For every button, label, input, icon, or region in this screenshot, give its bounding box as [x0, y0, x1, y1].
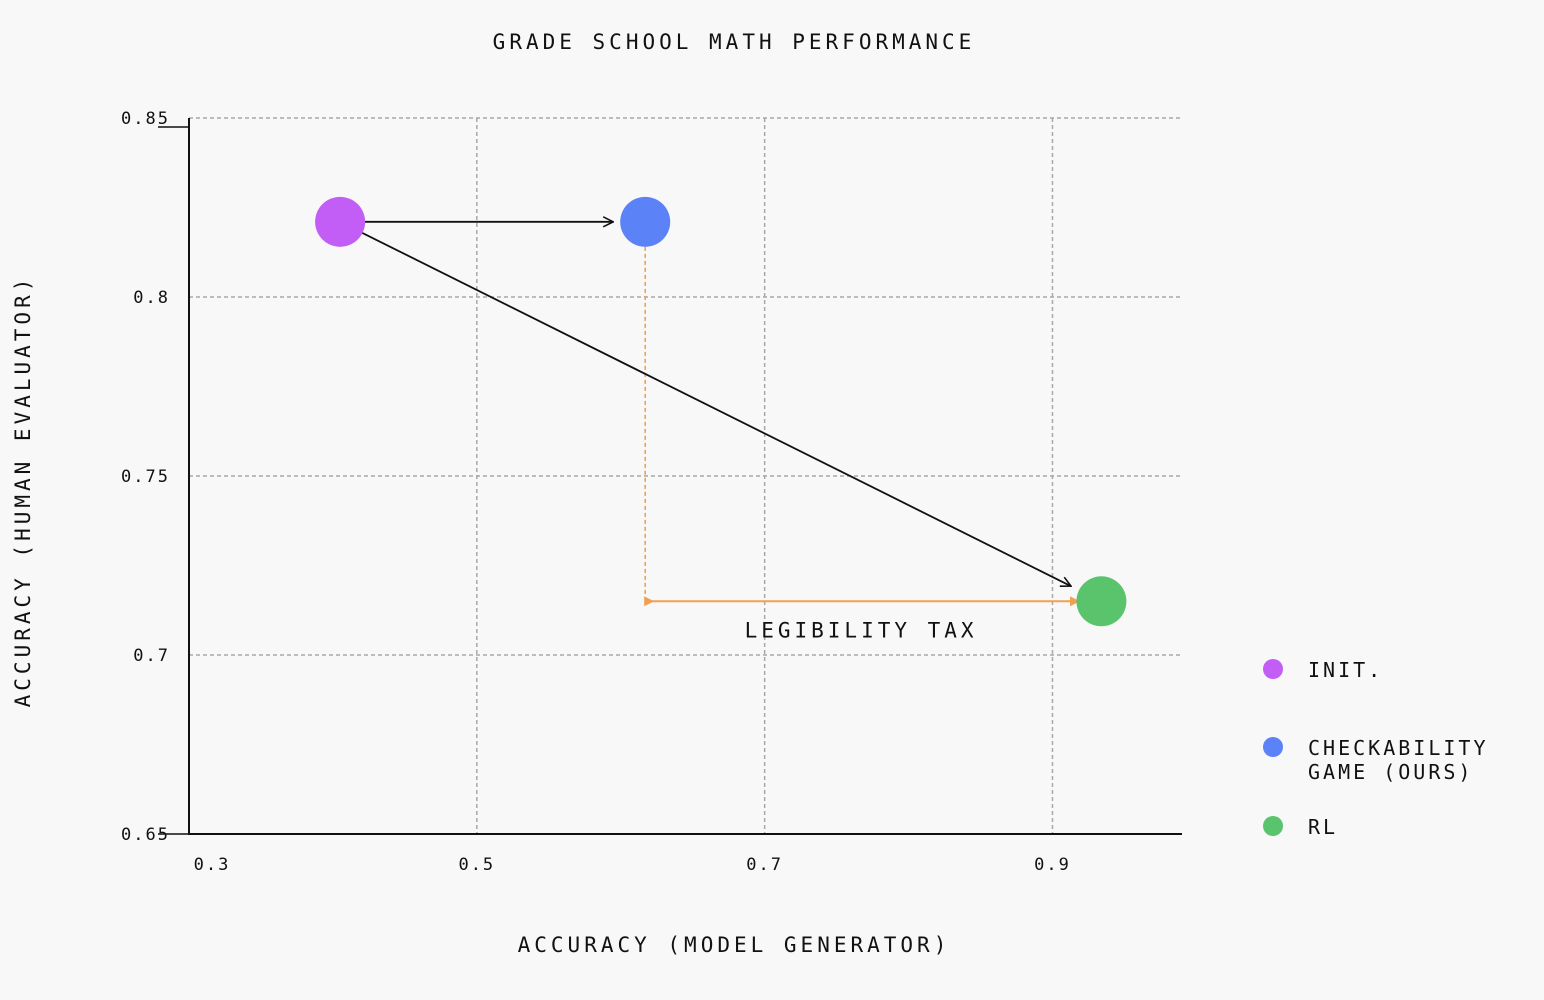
gridlines — [189, 117, 1182, 834]
data-point — [620, 196, 671, 247]
data-point — [1076, 576, 1127, 627]
x-tick-label: 0.3 — [194, 855, 231, 875]
x-tick-label: 0.9 — [1034, 855, 1071, 875]
legend-marker — [1263, 816, 1283, 836]
legend-marker — [1263, 659, 1283, 679]
y-tick-label: 0.75 — [121, 467, 170, 487]
legend-marker — [1263, 737, 1283, 757]
y-axis-title: ACCURACY (HUMAN EVALUATOR) — [11, 275, 35, 708]
legend-label: INIT. — [1308, 658, 1383, 682]
axes — [158, 118, 1182, 835]
legend-label: GAME (OURS) — [1308, 760, 1473, 784]
tick-labels: 0.85 0.8 0.75 0.7 0.65 0.3 0.5 0.7 0.9 — [121, 109, 1071, 875]
legibility-tax-label: LEGIBILITY TAX — [745, 618, 978, 642]
data-point — [315, 196, 366, 247]
x-tick-label: 0.7 — [746, 855, 783, 875]
y-tick-label: 0.65 — [121, 825, 170, 845]
legibility-tax-annotation: LEGIBILITY TAX — [644, 246, 1080, 642]
data-points — [315, 196, 1127, 627]
y-tick-label: 0.8 — [133, 288, 170, 308]
legend-label: RL — [1308, 815, 1338, 839]
arrow-init-to-rl — [361, 231, 1071, 587]
chart-title: GRADE SCHOOL MATH PERFORMANCE — [493, 30, 976, 54]
x-axis-title: ACCURACY (MODEL GENERATOR) — [518, 933, 951, 957]
y-tick-label: 0.7 — [133, 646, 170, 666]
legend-label: CHECKABILITY — [1308, 736, 1489, 760]
arrows — [361, 222, 1071, 587]
y-tick-label: 0.85 — [121, 109, 170, 129]
x-tick-label: 0.5 — [458, 855, 495, 875]
